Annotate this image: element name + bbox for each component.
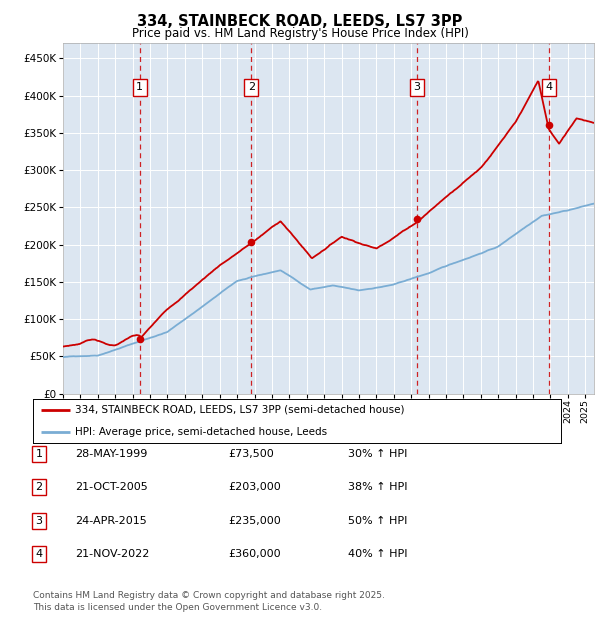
Text: 40% ↑ HPI: 40% ↑ HPI <box>348 549 407 559</box>
Text: 2: 2 <box>35 482 43 492</box>
Text: Price paid vs. HM Land Registry's House Price Index (HPI): Price paid vs. HM Land Registry's House … <box>131 27 469 40</box>
Text: 334, STAINBECK ROAD, LEEDS, LS7 3PP: 334, STAINBECK ROAD, LEEDS, LS7 3PP <box>137 14 463 29</box>
Text: 21-OCT-2005: 21-OCT-2005 <box>75 482 148 492</box>
Text: 21-NOV-2022: 21-NOV-2022 <box>75 549 149 559</box>
Text: 1: 1 <box>136 82 143 92</box>
Text: £235,000: £235,000 <box>228 516 281 526</box>
Text: 50% ↑ HPI: 50% ↑ HPI <box>348 516 407 526</box>
Text: 24-APR-2015: 24-APR-2015 <box>75 516 147 526</box>
Text: Contains HM Land Registry data © Crown copyright and database right 2025.
This d: Contains HM Land Registry data © Crown c… <box>33 591 385 612</box>
Text: 3: 3 <box>413 82 420 92</box>
Text: 38% ↑ HPI: 38% ↑ HPI <box>348 482 407 492</box>
Text: 2: 2 <box>248 82 255 92</box>
Text: 1: 1 <box>35 449 43 459</box>
Text: 4: 4 <box>545 82 552 92</box>
Text: 30% ↑ HPI: 30% ↑ HPI <box>348 449 407 459</box>
Text: £73,500: £73,500 <box>228 449 274 459</box>
Text: 28-MAY-1999: 28-MAY-1999 <box>75 449 148 459</box>
Text: 3: 3 <box>35 516 43 526</box>
Text: 4: 4 <box>35 549 43 559</box>
Text: HPI: Average price, semi-detached house, Leeds: HPI: Average price, semi-detached house,… <box>75 427 328 437</box>
Text: £203,000: £203,000 <box>228 482 281 492</box>
Text: 334, STAINBECK ROAD, LEEDS, LS7 3PP (semi-detached house): 334, STAINBECK ROAD, LEEDS, LS7 3PP (sem… <box>75 405 405 415</box>
Text: £360,000: £360,000 <box>228 549 281 559</box>
